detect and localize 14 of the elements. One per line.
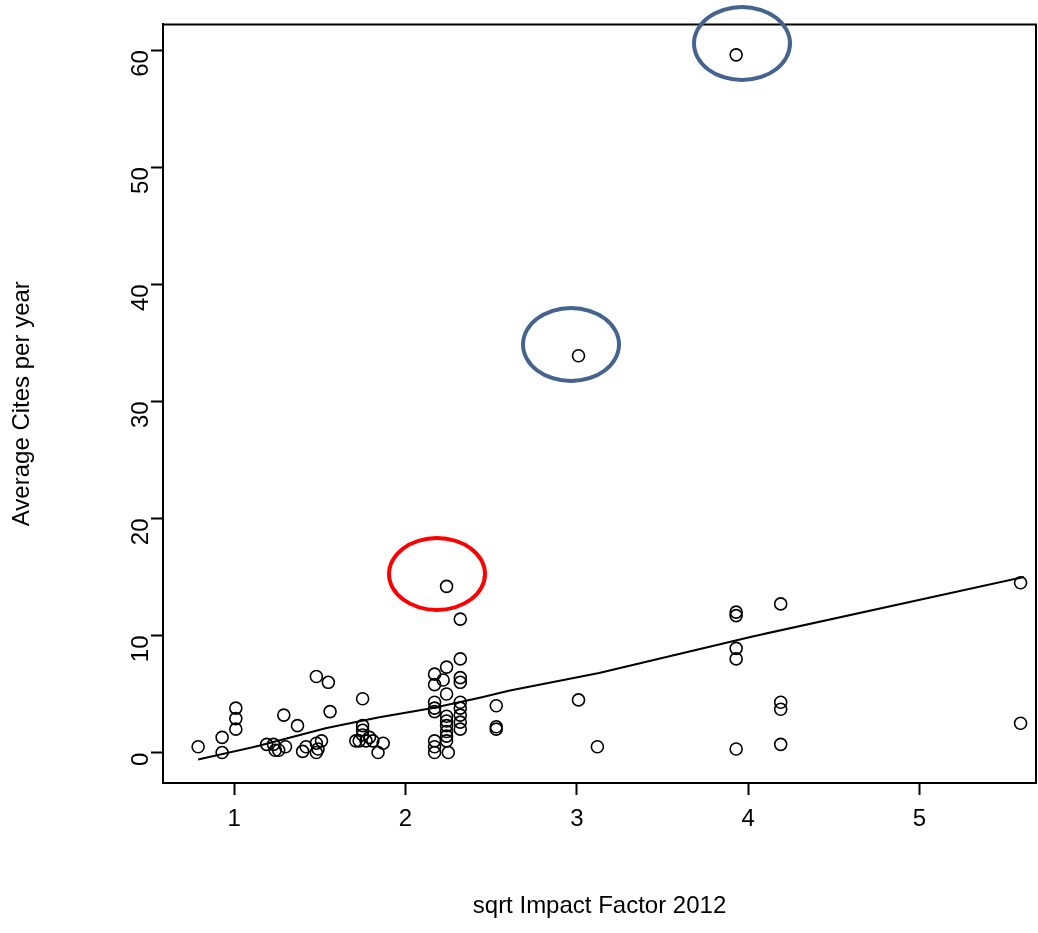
y-tick-label: 10 <box>125 635 153 663</box>
y-tick-label: 60 <box>125 50 153 77</box>
x-axis-title: sqrt Impact Factor 2012 <box>472 891 727 919</box>
y-tick-label: 20 <box>125 518 153 546</box>
y-tick-label: 0 <box>125 752 153 766</box>
x-tick-label: 1 <box>227 804 241 832</box>
y-tick-label: 50 <box>125 167 153 194</box>
x-tick-label: 5 <box>912 804 927 832</box>
x-tick-label: 3 <box>570 804 584 832</box>
y-axis-title: Average Cites per year <box>7 281 35 527</box>
x-tick-label: 2 <box>398 804 413 832</box>
y-tick-label: 40 <box>125 284 153 311</box>
x-tick-label: 4 <box>741 804 755 832</box>
y-tick-label: 30 <box>125 401 153 429</box>
